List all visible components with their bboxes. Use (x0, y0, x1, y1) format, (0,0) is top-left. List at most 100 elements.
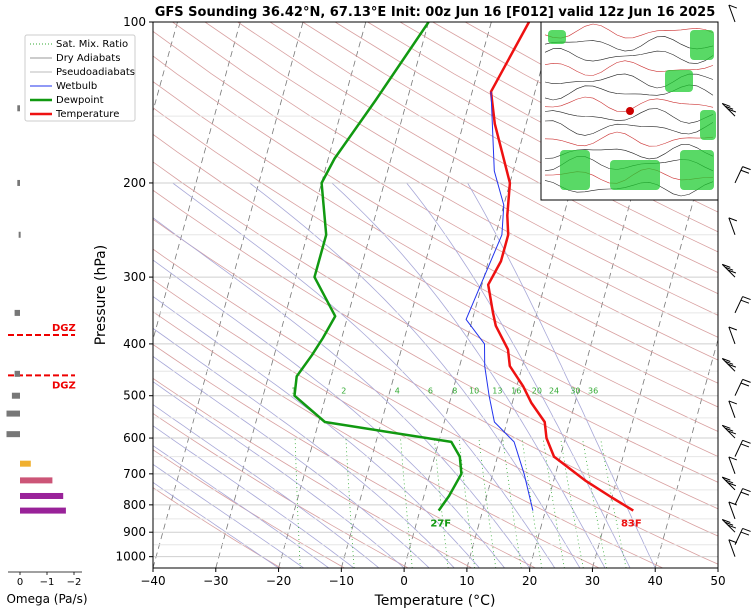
mixing-ratio-line (542, 438, 565, 568)
omega-bar (14, 370, 20, 377)
dry-adiabat-line (153, 412, 409, 568)
inset-precip-area (548, 30, 566, 44)
omega-bar (17, 105, 20, 112)
wind-barb-flag (728, 456, 738, 461)
dry-adiabat-line (172, 22, 718, 338)
dry-adiabat-line (153, 161, 718, 483)
wind-barb-flag (728, 4, 738, 9)
omega-bar (20, 507, 66, 514)
inset-contour-line (544, 23, 714, 39)
inset-map (540, 21, 719, 201)
mixing-ratio-label: 13 (492, 387, 502, 396)
pseudoadiabat-line (467, 182, 656, 568)
mixing-ratio-line (521, 438, 543, 568)
x-tick-label: 40 (648, 574, 663, 588)
isotherm-line (654, 337, 718, 568)
inset-contour-line (544, 48, 714, 64)
wind-barb-flag (722, 102, 731, 107)
wind-barb (728, 326, 738, 345)
pseudoadiabat-line (153, 445, 330, 568)
pseudoadiabat-line (331, 182, 606, 568)
wind-barb-staff (734, 440, 744, 457)
inset-precip-area (680, 150, 714, 190)
wind-barb-flag (728, 400, 738, 405)
wind-barb-flag (724, 521, 734, 526)
isotherm-line (340, 22, 492, 568)
mixing-ratio-label: 24 (549, 387, 559, 396)
mixing-ratio-line (345, 438, 355, 568)
omega-panel: 0 −1 −2 Omega (Pa/s) (6, 105, 88, 606)
x-tick-label: 30 (585, 574, 600, 588)
y-tick-label: 300 (123, 270, 146, 284)
mixing-ratio-label: 16 (511, 387, 521, 396)
mixing-ratio-line (458, 438, 476, 568)
wind-barb-staff (728, 456, 736, 475)
wind-barb-flag (727, 482, 737, 487)
wind-barb (721, 476, 737, 491)
wetbulb-profile-line (465, 91, 534, 511)
omega-bar (6, 431, 20, 438)
wind-barb-staff (734, 296, 744, 314)
dry-adiabat-line (153, 189, 718, 510)
legend-wetbulb: Wetbulb (56, 81, 97, 92)
pseudoadiabat-line (153, 327, 455, 568)
wind-barb-flag (742, 439, 751, 444)
mixing-ratio-label: 36 (588, 387, 598, 396)
pseudoadiabat-line (153, 481, 279, 568)
wind-barb-flag (727, 524, 737, 529)
dry-adiabat-line (237, 22, 718, 295)
dry-adiabat-line (153, 487, 282, 568)
wind-barb-staff (728, 217, 736, 235)
wind-barb-staff (728, 400, 736, 419)
y-tick-label: 500 (123, 389, 146, 403)
dry-adiabat-line (302, 22, 718, 253)
dry-adiabat-line (269, 22, 718, 274)
omega-bar (11, 392, 20, 399)
isotherm-line (278, 22, 429, 568)
pseudoadiabat-line (153, 217, 531, 568)
mixing-ratio-line (294, 438, 301, 568)
isotherm-line (403, 22, 555, 568)
inset-precip-area (700, 110, 716, 140)
pseudoadiabat-line (172, 182, 556, 568)
dry-adiabat-line (153, 377, 472, 568)
mixing-ratio-line (560, 438, 584, 568)
wind-barb-staff (734, 166, 744, 184)
inset-location-marker (626, 107, 634, 115)
wind-barb (734, 439, 751, 457)
dry-adiabat-line (153, 279, 663, 568)
isotherm-line (153, 22, 241, 341)
wind-barb-flag (728, 326, 738, 331)
mixing-ratio-line (400, 438, 413, 568)
wind-barb (734, 488, 751, 506)
dry-adiabat-line (153, 311, 600, 568)
isotherm-line (215, 22, 367, 568)
wind-barb (734, 527, 751, 545)
isotherm-line (153, 22, 304, 568)
wind-barb-staff (728, 326, 736, 345)
wind-barb-flag (740, 443, 750, 448)
mixing-ratio-line (433, 438, 449, 568)
wind-barb (728, 539, 738, 557)
wind-barb (721, 519, 737, 533)
dry-adiabat-line (153, 107, 718, 432)
wind-barb (728, 400, 738, 419)
temperature-profile-line (486, 22, 634, 512)
wind-barb-flag (722, 358, 731, 362)
y-tick-label: 100 (123, 15, 146, 29)
x-tick-label: −30 (203, 574, 228, 588)
dry-adiabat-line (153, 81, 718, 408)
inset-precip-area (610, 160, 660, 190)
wind-barb-flag (727, 269, 737, 274)
dewpoint-profile-line (293, 22, 463, 512)
wind-barb (728, 4, 738, 23)
y-tick-label: 900 (123, 525, 146, 539)
dry-adiabat-line (153, 449, 345, 568)
dry-adiabat-line (153, 344, 536, 568)
y-axis-label: Pressure (hPa) (93, 245, 109, 345)
pseudoadiabat-line (153, 355, 430, 568)
wind-barb-flag (724, 105, 734, 110)
wind-barb-staff (734, 528, 744, 545)
x-tick-label: 20 (522, 574, 537, 588)
